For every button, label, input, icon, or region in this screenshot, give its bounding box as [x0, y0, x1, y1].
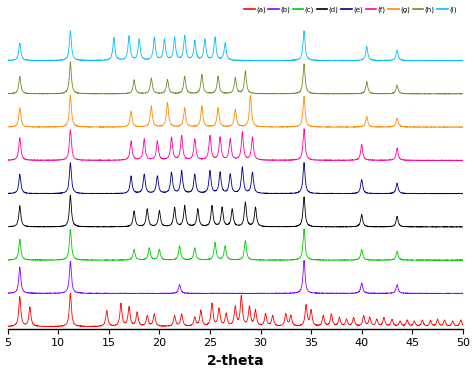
- Legend: (a), (b), (c), (d), (e), (f), (g), (h), (i): (a), (b), (c), (d), (e), (f), (g), (h), …: [241, 3, 459, 16]
- X-axis label: 2-theta: 2-theta: [207, 354, 264, 368]
